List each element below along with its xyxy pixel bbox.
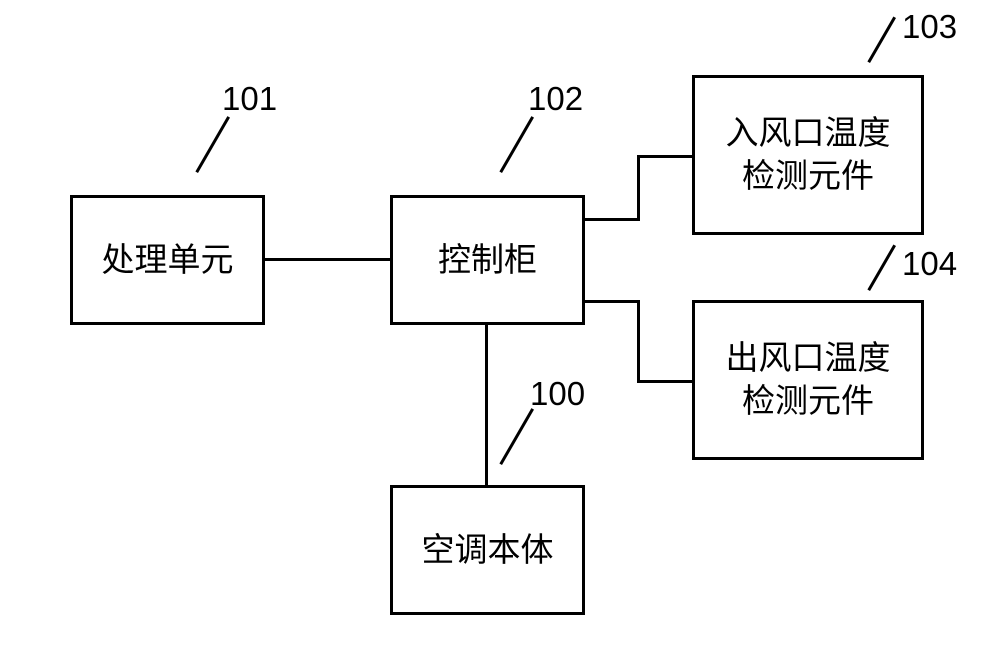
node-ac-body: 空调本体: [390, 485, 585, 615]
callout-line-100: [499, 408, 534, 465]
edge-segment: [585, 300, 640, 303]
callout-line-104: [867, 244, 896, 291]
node-processing-unit: 处理单元: [70, 195, 265, 325]
node-label: 入风口温度 检测元件: [726, 112, 891, 198]
callout-102: 102: [528, 80, 583, 118]
edge-segment: [637, 380, 695, 383]
edge-segment: [637, 300, 640, 383]
callout-line-101: [195, 116, 230, 173]
node-label: 出风口温度 检测元件: [726, 337, 891, 423]
callout-104: 104: [902, 245, 957, 283]
edge-segment: [265, 258, 390, 261]
node-outlet-temp-sensor: 出风口温度 检测元件: [692, 300, 924, 460]
diagram-canvas: 处理单元 101 控制柜 102 入风口温度 检测元件 103 出风口温度 检测…: [0, 0, 1000, 660]
node-label: 处理单元: [102, 239, 234, 282]
callout-103: 103: [902, 8, 957, 46]
callout-101: 101: [222, 80, 277, 118]
node-control-cabinet: 控制柜: [390, 195, 585, 325]
callout-line-103: [867, 16, 896, 63]
callout-line-102: [499, 116, 534, 173]
node-label: 空调本体: [422, 529, 554, 572]
edge-segment: [485, 325, 488, 485]
edge-segment: [637, 155, 640, 221]
edge-segment: [637, 155, 695, 158]
node-inlet-temp-sensor: 入风口温度 检测元件: [692, 75, 924, 235]
edge-segment: [585, 218, 640, 221]
node-label: 控制柜: [438, 239, 537, 282]
callout-100: 100: [530, 375, 585, 413]
